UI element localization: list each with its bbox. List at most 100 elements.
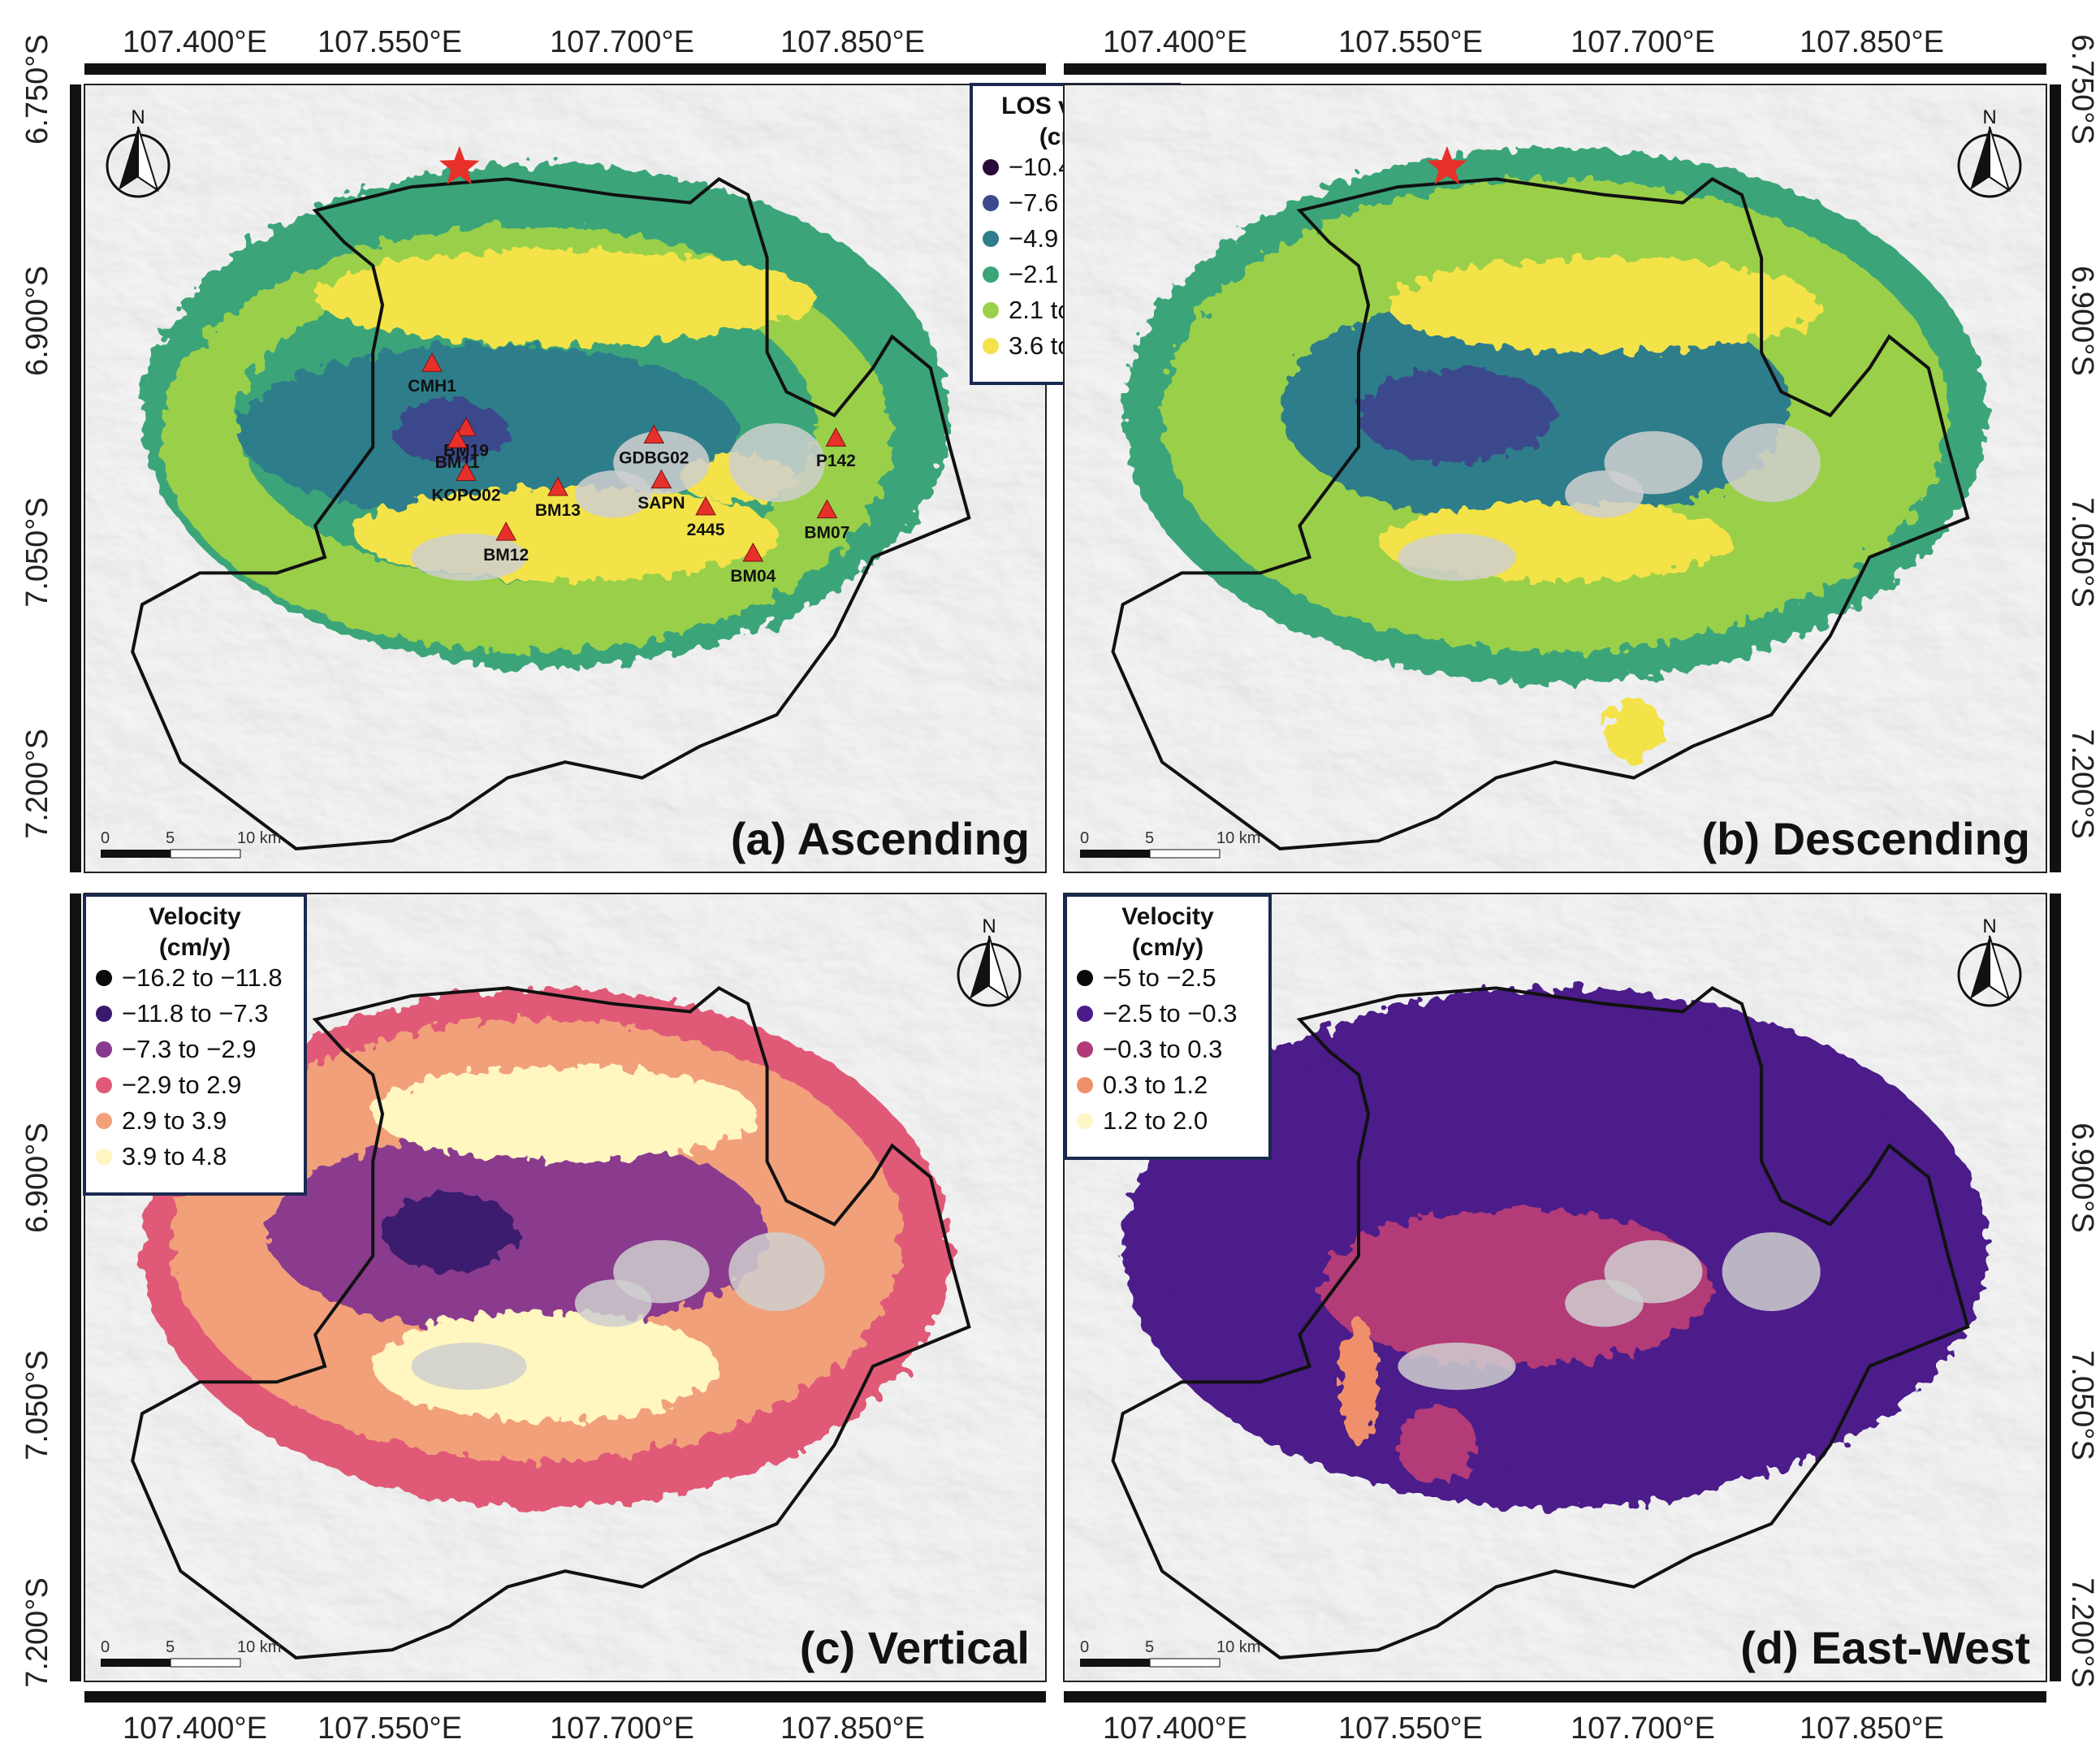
study-area-boundary bbox=[1111, 986, 1970, 1659]
legend-label: 1.2 to 2.0 bbox=[1103, 1106, 1208, 1135]
panel-border bbox=[84, 84, 1047, 873]
longitude-tick: 107.700°E bbox=[1571, 25, 1715, 59]
velocity-zone bbox=[1604, 699, 1664, 763]
longitude-tick: 107.700°E bbox=[550, 25, 694, 59]
station-label: P142 bbox=[816, 452, 856, 470]
longitude-tick: 107.850°E bbox=[1800, 1711, 1944, 1746]
gnss-station: KOPO02 bbox=[431, 461, 501, 505]
legend-swatch bbox=[96, 970, 112, 986]
gnss-station: 2445 bbox=[687, 495, 725, 539]
star-icon bbox=[439, 145, 480, 184]
panel-descending: (b) Descending 0 5 10 km N bbox=[1063, 84, 2047, 873]
station-label: BM13 bbox=[535, 501, 581, 520]
legend-label: −2.5 to −0.3 bbox=[1103, 999, 1237, 1028]
legend-swatch bbox=[96, 1041, 112, 1058]
scale-bar-black bbox=[1080, 1659, 1150, 1667]
panel-east-west: (d) East-West 0 5 10 km N Velocity (cm/y)−5 to… bbox=[1063, 893, 2047, 1682]
station-label: GDBG02 bbox=[619, 449, 689, 468]
scale-label: 0 bbox=[101, 829, 110, 847]
north-arrow-icon: N bbox=[957, 915, 1022, 1007]
triangle-icon bbox=[825, 427, 847, 447]
latitude-tick: 6.750°S bbox=[2065, 34, 2099, 145]
latitude-tick: 7.050°S bbox=[20, 497, 54, 608]
north-arrow-icon: N bbox=[1957, 106, 2022, 198]
legend-box bbox=[1064, 893, 1272, 1160]
latitude-tick: 7.050°S bbox=[2065, 497, 2099, 608]
latitude-tick: 6.900°S bbox=[20, 1123, 54, 1233]
legend-swatch bbox=[96, 1149, 112, 1165]
legend-box bbox=[83, 893, 307, 1196]
scale-label: 5 bbox=[166, 1638, 175, 1656]
scale-label: 0 bbox=[1080, 1638, 1089, 1656]
velocity-zone bbox=[1319, 1209, 1713, 1366]
map-frame-bar bbox=[1064, 1691, 2046, 1703]
station-label: BM11 bbox=[435, 453, 480, 472]
triangle-icon bbox=[456, 417, 477, 436]
legend-swatch bbox=[983, 266, 999, 283]
map-frame-bar bbox=[84, 63, 1046, 75]
triangle-icon bbox=[650, 469, 672, 489]
station-label: BM04 bbox=[730, 567, 776, 586]
longitude-tick: 107.850°E bbox=[780, 25, 925, 59]
legend-title: Velocity bbox=[1121, 903, 1214, 930]
latitude-tick: 7.050°S bbox=[20, 1350, 54, 1460]
velocity-zone bbox=[266, 1130, 767, 1335]
scale-label: 5 bbox=[166, 829, 175, 847]
latitude-tick: 6.900°S bbox=[2065, 266, 2099, 376]
svg-text:N: N bbox=[131, 106, 145, 128]
panel-title: (c) Vertical bbox=[800, 1622, 1030, 1673]
station-label: CMH1 bbox=[408, 377, 456, 396]
longitude-tick: 107.850°E bbox=[780, 1711, 925, 1746]
legend-label: −16.2 to −11.8 bbox=[122, 963, 283, 992]
station-label: SAPN bbox=[637, 494, 685, 513]
no-data-patch bbox=[1722, 1232, 1821, 1312]
north-arrow-icon: N bbox=[1957, 915, 2022, 1007]
no-data-patch bbox=[1565, 1279, 1644, 1327]
no-data-patch bbox=[728, 1232, 825, 1312]
longitude-tick: 107.850°E bbox=[1800, 25, 1944, 59]
star-icon bbox=[1427, 145, 1467, 184]
map-frame-bar bbox=[2050, 84, 2061, 872]
latitude-tick: 7.200°S bbox=[2065, 729, 2099, 839]
longitude-tick: 107.550°E bbox=[1338, 1711, 1483, 1746]
legend-label: −5 to −2.5 bbox=[1103, 963, 1216, 992]
legend-swatch bbox=[983, 159, 999, 175]
gnss-station: BM07 bbox=[804, 499, 849, 543]
coordinate-ticks: 107.400°E 107.400°E 107.550°E 107.550°E 107.… bbox=[20, 25, 2099, 1746]
study-area-boundary bbox=[131, 985, 971, 1659]
legend: Velocity (cm/y)−5 to −2.5 −2.5 to −0.3 −0.3… bbox=[1064, 893, 1272, 1160]
velocity-zone bbox=[391, 400, 508, 463]
station-label: 2445 bbox=[687, 521, 725, 539]
study-area-boundary bbox=[1111, 177, 1970, 850]
map-frame-bar bbox=[84, 1691, 1046, 1703]
velocity-zone bbox=[1388, 257, 1821, 353]
legend-label: 0.3 to 1.2 bbox=[1103, 1071, 1208, 1099]
map-frame-bar bbox=[2050, 893, 2061, 1681]
triangle-icon bbox=[643, 424, 665, 444]
longitude-tick: 107.400°E bbox=[1103, 1711, 1247, 1746]
longitude-tick: 107.700°E bbox=[1571, 1711, 1715, 1746]
legend-label: −0.3 to 0.3 bbox=[1103, 1035, 1222, 1063]
station-label: BM07 bbox=[804, 524, 849, 543]
longitude-tick: 107.550°E bbox=[318, 25, 462, 59]
velocity-zone bbox=[1338, 1318, 1379, 1445]
scale-bar-black bbox=[101, 1659, 171, 1667]
scale-bar-black bbox=[101, 850, 171, 858]
velocity-zone bbox=[373, 1311, 719, 1421]
scale-label: 10 km bbox=[1216, 1638, 1260, 1656]
svg-text:N: N bbox=[1982, 106, 1996, 128]
triangle-icon bbox=[742, 542, 764, 562]
legend-label: −2.9 to 2.9 bbox=[122, 1071, 241, 1099]
panel-title: (d) East-West bbox=[1740, 1622, 2030, 1673]
panel-vertical: (c) Vertical 0 5 10 km N Velocity (cm/y)−16.2 … bbox=[83, 893, 1047, 1682]
panel-border bbox=[1063, 893, 2047, 1682]
no-data-patch bbox=[411, 1342, 527, 1391]
longitude-tick: 107.700°E bbox=[550, 1711, 694, 1746]
legend-unit: (cm/y) bbox=[1132, 934, 1203, 961]
panel-title: (a) Ascending bbox=[731, 813, 1030, 864]
no-data-patch bbox=[1565, 470, 1644, 518]
map-frame-bar bbox=[1064, 63, 2046, 75]
svg-text:N: N bbox=[982, 915, 996, 937]
legend-swatch bbox=[1077, 1077, 1093, 1093]
legend: Velocity (cm/y)−16.2 to −11.8 −11.8 to −7.… bbox=[83, 893, 307, 1196]
